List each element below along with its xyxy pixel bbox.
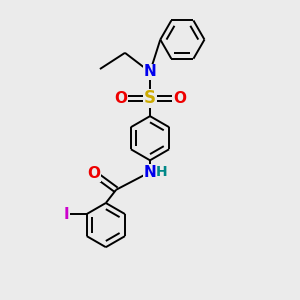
Text: I: I [63,206,69,221]
Text: O: O [114,91,127,106]
Text: N: N [144,64,156,80]
Text: O: O [88,166,100,181]
Text: S: S [144,89,156,107]
Text: O: O [173,91,186,106]
Text: H: H [155,165,167,179]
Text: N: N [144,165,156,180]
